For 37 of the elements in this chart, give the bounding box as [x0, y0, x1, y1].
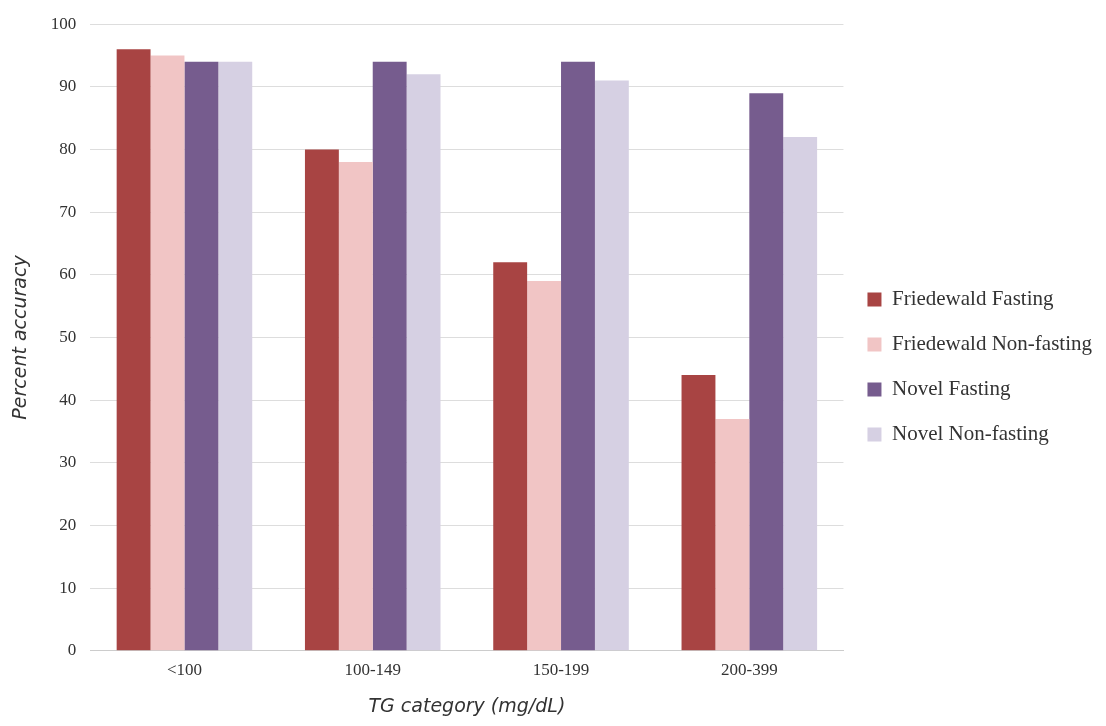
y-tick-label: 0 [67, 640, 77, 660]
bar [594, 80, 629, 651]
bar [783, 136, 818, 651]
bar [338, 162, 373, 651]
bar [527, 281, 562, 651]
bar [150, 55, 185, 651]
y-tick-label: 30 [59, 452, 77, 472]
bar [184, 61, 219, 651]
y-tick-label: 10 [59, 577, 77, 597]
x-axis-title: TG category (mg/dL) [368, 693, 566, 716]
legend-label: Novel Fasting [891, 376, 1011, 401]
bar [406, 74, 441, 651]
bar [372, 61, 407, 651]
legend-label: Friedewald Non-fasting [891, 331, 1093, 356]
bar [681, 375, 716, 651]
y-tick-label: 70 [59, 201, 77, 221]
legend-label: Friedewald Fasting [891, 286, 1055, 311]
y-tick-label: 60 [59, 264, 77, 284]
x-tick-label: 150-199 [532, 660, 590, 680]
x-tick-label: 100-149 [344, 660, 402, 680]
y-tick-label: 90 [59, 76, 77, 96]
x-tick-label: 200-399 [720, 660, 778, 680]
y-tick-label: 20 [59, 514, 77, 534]
legend-label: Novel Non-fasting [891, 421, 1050, 446]
y-tick-label: 80 [59, 138, 77, 158]
y-axis-title: Percent accuracy [8, 254, 31, 420]
bar [304, 149, 339, 651]
y-tick-label: 50 [59, 326, 77, 346]
bar [715, 418, 750, 651]
y-tick-label: 40 [59, 389, 77, 409]
bar [116, 49, 151, 651]
bar [493, 262, 528, 651]
bar [218, 61, 253, 651]
bar [749, 93, 784, 651]
bar [561, 61, 595, 651]
y-tick-label: 100 [50, 13, 77, 33]
x-tick-label: <100 [166, 660, 202, 680]
